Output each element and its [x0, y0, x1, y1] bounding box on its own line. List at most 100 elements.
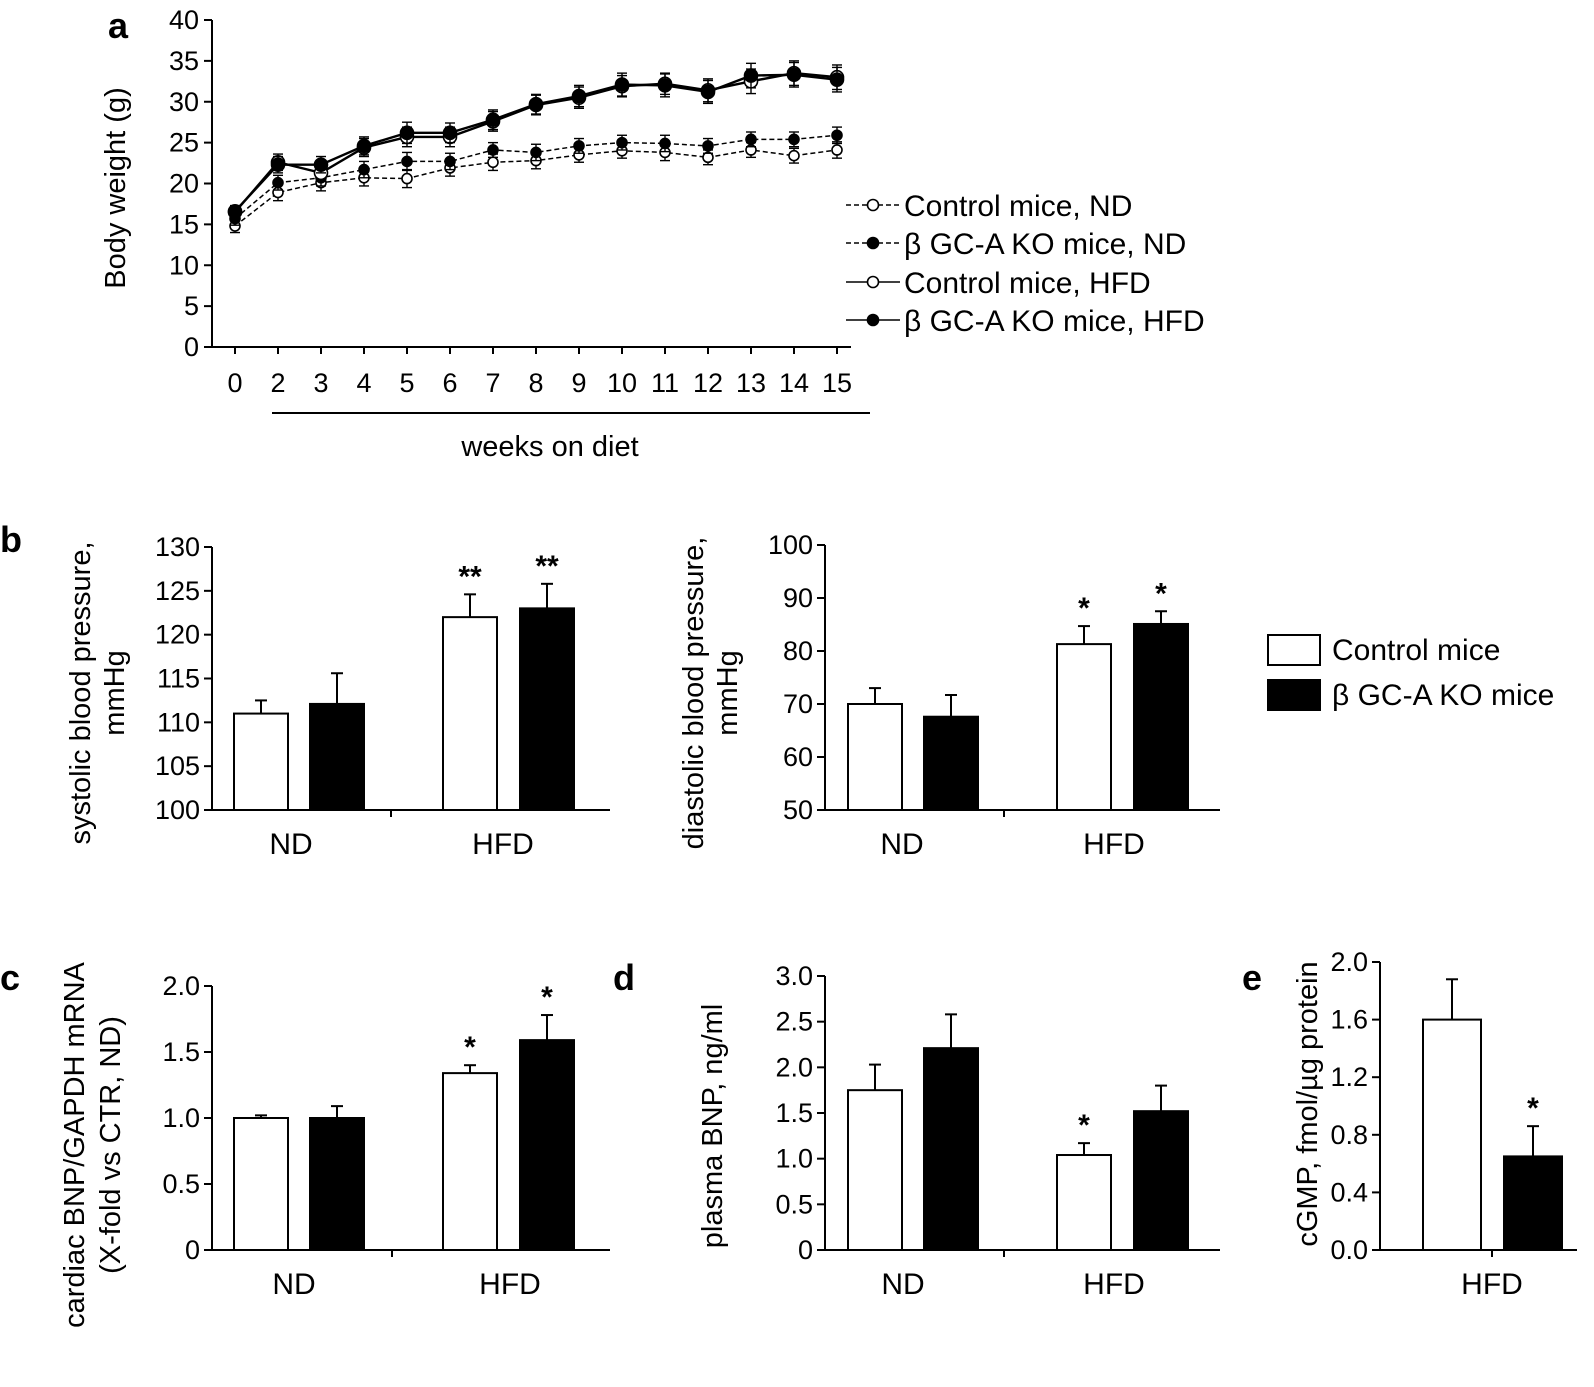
- data-point-a: [356, 138, 372, 154]
- panel-c-bar-chart: c cardiac BNP/GAPDH mRNA (X-fold vs CTR,…: [0, 957, 610, 1328]
- legend-b-item-control: Control mice: [1267, 634, 1500, 667]
- legend-a: Control mice, ND β GC-A KO mice, ND Cont…: [846, 190, 1205, 338]
- y-tick-label: 0.8: [1330, 1120, 1368, 1150]
- data-point-a: [700, 84, 716, 100]
- data-point-a: [829, 72, 845, 87]
- plot-area-d: 0 0.5 1.0 1.5 2.0 2.5 3.0 ND HFD *: [775, 961, 1220, 1301]
- x-tick-label-a: 12: [693, 368, 723, 398]
- y-tick-label-a: 0: [184, 332, 199, 362]
- y-tick-label: 60: [783, 742, 813, 772]
- y-tick-label-a: 40: [169, 5, 199, 35]
- legend-a-label: β GC-A KO mice, ND: [904, 228, 1186, 261]
- data-point-a: [659, 137, 671, 150]
- y-tick-label: 0: [185, 1235, 200, 1265]
- panel-label-b: b: [0, 519, 22, 560]
- y-tick-label: 2.0: [775, 1052, 813, 1082]
- y-tick-label: 110: [157, 707, 200, 737]
- y-axis-label-a: Body weight (g): [100, 87, 132, 289]
- significance-marker: *: [1527, 1092, 1539, 1125]
- bar-ko: [1133, 622, 1189, 811]
- category-label: HFD: [479, 1268, 541, 1301]
- data-point-a: [616, 136, 628, 149]
- legend-a-marker-filled: [866, 313, 880, 327]
- y-tick-label: 100: [768, 530, 813, 560]
- legend-b: Control mice β GC-A KO mice: [1267, 634, 1554, 712]
- legend-b-item-ko: β GC-A KO mice: [1267, 679, 1554, 712]
- x-axis-a: 0 2 3 4 5 6 7 8 9 10 11 12 13 14 15: [212, 346, 852, 398]
- significance-marker: *: [464, 1031, 476, 1064]
- legend-b-label: β GC-A KO mice: [1332, 679, 1554, 712]
- bar-control: [1422, 1018, 1482, 1251]
- y-tick-label: 3.0: [775, 961, 813, 991]
- y-tick-label: 1.2: [1330, 1062, 1368, 1092]
- y-tick-label: 130: [155, 532, 200, 562]
- y-axis-label-c-line2: (X-fold vs CTR, ND): [95, 1016, 127, 1274]
- x-tick-label-a: 15: [822, 368, 852, 398]
- data-point-a: [657, 78, 673, 93]
- significance-marker: *: [541, 981, 553, 1014]
- y-axis-label-b2-line1: diastolic blood pressure,: [678, 537, 710, 850]
- legend-b-swatch-filled: [1267, 679, 1321, 711]
- y-tick-label: 0.5: [775, 1189, 813, 1219]
- panel-e-bar-chart: e cGMP, fmol/µg protein 0.0 0.4 0.8 1.2 1.6 2…: [1242, 947, 1577, 1301]
- legend-a-label: β GC-A KO mice, HFD: [904, 305, 1205, 338]
- y-tick-label: 0.4: [1330, 1177, 1368, 1207]
- data-point-a: [272, 176, 284, 189]
- panel-d-bar-chart: d plasma BNP, ng/ml 0 0.5 1.0 1.5 2.0 2.5 3.0 N…: [613, 957, 1220, 1301]
- y-axis-label-b2-line2: mmHg: [712, 650, 744, 735]
- bar-ko: [309, 1117, 365, 1251]
- bar-control: [847, 703, 903, 811]
- y-tick-label: 2.0: [162, 971, 200, 1001]
- data-point-a: [571, 88, 587, 104]
- panel-b-systolic-bar-chart: b systolic blood pressure, mmHg 100 105 11…: [0, 519, 610, 861]
- bar-ko: [519, 607, 575, 811]
- x-tick-label-a: 13: [736, 368, 766, 398]
- legend-a-label: Control mice, HFD: [904, 267, 1151, 300]
- category-label: HFD: [1461, 1268, 1523, 1301]
- y-tick-label: 0: [798, 1235, 813, 1265]
- x-tick-label-a: 9: [571, 368, 586, 398]
- y-tick-label: 2.0: [1330, 947, 1368, 977]
- y-tick-label: 80: [783, 636, 813, 666]
- legend-a-label: Control mice, ND: [904, 190, 1132, 223]
- y-tick-label: 0.5: [162, 1169, 200, 1199]
- y-tick-label-a: 20: [169, 169, 199, 199]
- plot-area-b2: 50 60 70 80 90 100 ND HFD * *: [768, 530, 1220, 861]
- significance-marker: *: [1078, 592, 1090, 625]
- panel-label-a: a: [108, 5, 129, 46]
- plot-area-a: [227, 60, 845, 234]
- series-line-a: [234, 134, 838, 220]
- legend-a-item-control-nd: Control mice, ND: [846, 190, 1132, 223]
- bar-ko: [923, 715, 979, 811]
- legend-a-item-ko-hfd: β GC-A KO mice, HFD: [846, 305, 1205, 338]
- category-label: ND: [272, 1268, 315, 1301]
- legend-a-item-ko-nd: β GC-A KO mice, ND: [846, 228, 1186, 261]
- data-point-a: [614, 77, 630, 92]
- bar-control: [1056, 1154, 1112, 1251]
- y-tick-label: 1.6: [1330, 1005, 1368, 1035]
- y-tick-label: 105: [155, 751, 200, 781]
- data-point-a: [788, 149, 800, 162]
- x-tick-label-a: 5: [399, 368, 414, 398]
- significance-marker: *: [1155, 577, 1167, 610]
- bar-ko: [1133, 1110, 1189, 1251]
- plot-area-c: 0 0.5 1.0 1.5 2.0 ND HFD * *: [162, 971, 610, 1301]
- series-a-3: [227, 61, 845, 219]
- category-label: HFD: [1083, 828, 1145, 861]
- y-tick-label: 2.5: [775, 1007, 813, 1037]
- data-point-a: [528, 96, 544, 112]
- y-axis-label-c-line1: cardiac BNP/GAPDH mRNA: [59, 961, 91, 1327]
- category-label: ND: [881, 1268, 924, 1301]
- y-axis-label-d: plasma BNP, ng/ml: [697, 1004, 729, 1248]
- data-point-a: [831, 144, 843, 156]
- x-tick-label-a: 0: [227, 368, 242, 398]
- category-label: HFD: [1083, 1268, 1145, 1301]
- y-tick-label: 90: [783, 583, 813, 613]
- data-point-a: [702, 140, 714, 152]
- x-tick-label-a: 14: [779, 368, 809, 398]
- x-tick-label-a: 3: [313, 368, 328, 398]
- y-axis-label-b1-line1: systolic blood pressure,: [65, 541, 97, 844]
- data-point-a: [743, 68, 759, 83]
